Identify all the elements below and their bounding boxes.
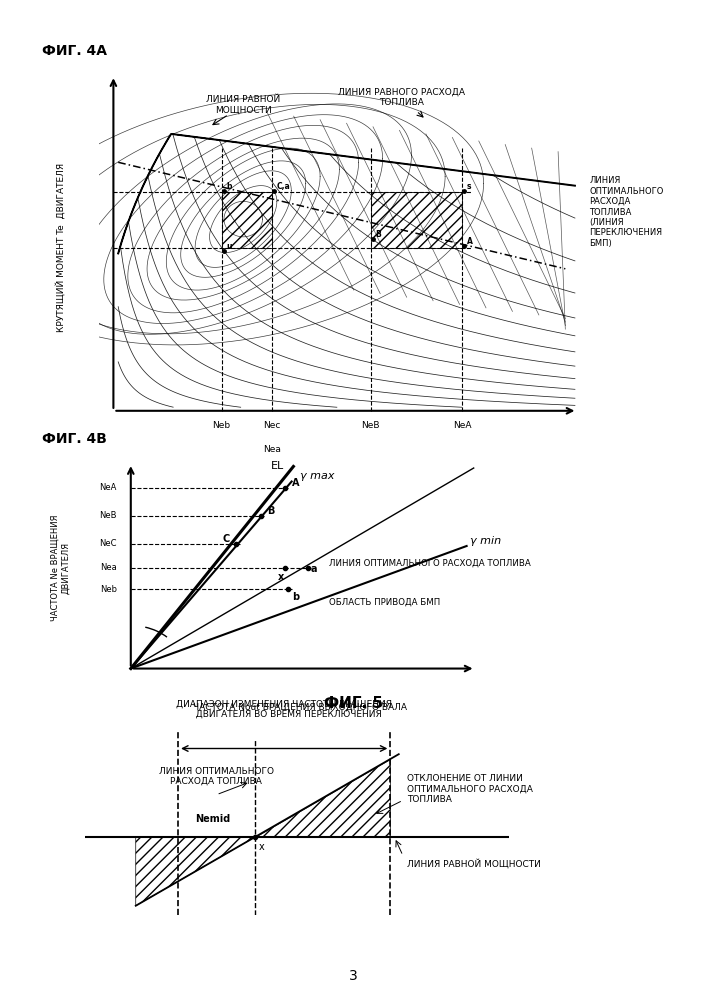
Text: b: b: [292, 592, 299, 602]
Text: ЛИНИЯ РАВНОЙ МОЩНОСТИ: ЛИНИЯ РАВНОЙ МОЩНОСТИ: [407, 858, 541, 868]
Text: ЧАСТОТА Nout ВРАЩЕНИЯ ВЫХОДНОГО ВАЛА: ЧАСТОТА Nout ВРАЩЕНИЯ ВЫХОДНОГО ВАЛА: [194, 703, 407, 712]
Text: NeA: NeA: [452, 421, 471, 430]
Text: ЧАСТОТА Ne ВРАЩЕНИЯ ДВИГАТЕЛЯ: ЧАСТОТА Ne ВРАЩЕНИЯ ДВИГАТЕЛЯ: [301, 464, 474, 473]
Text: 3: 3: [349, 969, 358, 983]
Text: Nea: Nea: [263, 445, 281, 454]
Text: x: x: [277, 572, 284, 582]
Text: s: s: [467, 182, 472, 191]
Text: EL: EL: [271, 461, 284, 471]
Text: u: u: [226, 242, 232, 251]
Text: ЧАСТОТА Ne ВРАЩЕНИЯ
ДВИГАТЕЛЯ: ЧАСТОТА Ne ВРАЩЕНИЯ ДВИГАТЕЛЯ: [50, 514, 70, 621]
Text: Nea: Nea: [100, 563, 117, 572]
Text: ЛИНИЯ ОПТИМАЛЬНОГО РАСХОДА ТОПЛИВА: ЛИНИЯ ОПТИМАЛЬНОГО РАСХОДА ТОПЛИВА: [329, 559, 530, 568]
Text: NeA: NeA: [99, 483, 117, 492]
Text: ДИАПАЗОН ИЗМЕНЕНИЯ ЧАСТОТЫ ВРАЩЕНИЯ
   ДВИГАТЕЛЯ ВО ВРЕМЯ ПЕРЕКЛЮЧЕНИЯ: ДИАПАЗОН ИЗМЕНЕНИЯ ЧАСТОТЫ ВРАЩЕНИЯ ДВИГ…: [176, 700, 392, 719]
Text: КРУТЯЩИЙ МОМЕНТ Te  ДВИГАТЕЛЯ: КРУТЯЩИЙ МОМЕНТ Te ДВИГАТЕЛЯ: [56, 163, 66, 332]
Text: C: C: [223, 534, 230, 544]
Text: ЛИНИЯ ОПТИМАЛЬНОГО
РАСХОДА ТОПЛИВА: ЛИНИЯ ОПТИМАЛЬНОГО РАСХОДА ТОПЛИВА: [159, 767, 274, 786]
Text: a: a: [311, 564, 317, 574]
Text: b: b: [226, 182, 232, 191]
Text: ФИГ. 4A: ФИГ. 4A: [42, 44, 107, 58]
Text: B: B: [268, 506, 275, 516]
Text: B: B: [375, 230, 381, 239]
Text: Neb: Neb: [100, 584, 117, 593]
Text: C,a: C,a: [277, 182, 291, 191]
Text: Neb: Neb: [213, 421, 230, 430]
Text: NeB: NeB: [361, 421, 380, 430]
Text: ФИГ. 4B: ФИГ. 4B: [42, 432, 107, 446]
Text: A: A: [467, 237, 473, 246]
Text: Nemid: Nemid: [195, 814, 230, 824]
Text: x: x: [259, 842, 264, 852]
Text: ЛИНИЯ РАВНОГО РАСХОДА
ТОПЛИВА: ЛИНИЯ РАВНОГО РАСХОДА ТОПЛИВА: [339, 88, 465, 107]
Text: ОБЛАСТЬ ПРИВОДА БМП: ОБЛАСТЬ ПРИВОДА БМП: [329, 597, 440, 606]
Text: NeB: NeB: [99, 511, 117, 520]
Text: Nec: Nec: [264, 421, 281, 430]
Text: ЛИНИЯ РАВНОЙ
МОЩНОСТИ: ЛИНИЯ РАВНОЙ МОЩНОСТИ: [206, 95, 281, 114]
Text: γ min: γ min: [470, 536, 501, 546]
Text: A: A: [292, 478, 299, 488]
Text: NeC: NeC: [99, 539, 117, 548]
Text: ФИГ. 5: ФИГ. 5: [324, 696, 383, 711]
Text: γ max: γ max: [300, 471, 335, 481]
Text: ОТКЛОНЕНИЕ ОТ ЛИНИИ
ОПТИМАЛЬНОГО РАСХОДА
ТОПЛИВА: ОТКЛОНЕНИЕ ОТ ЛИНИИ ОПТИМАЛЬНОГО РАСХОДА…: [407, 774, 533, 804]
Text: ЛИНИЯ
ОПТИМАЛЬНОГО
РАСХОДА
ТОПЛИВА
(ЛИНИЯ
ПЕРЕКЛЮЧЕНИЯ
БМП): ЛИНИЯ ОПТИМАЛЬНОГО РАСХОДА ТОПЛИВА (ЛИНИ…: [590, 176, 664, 248]
